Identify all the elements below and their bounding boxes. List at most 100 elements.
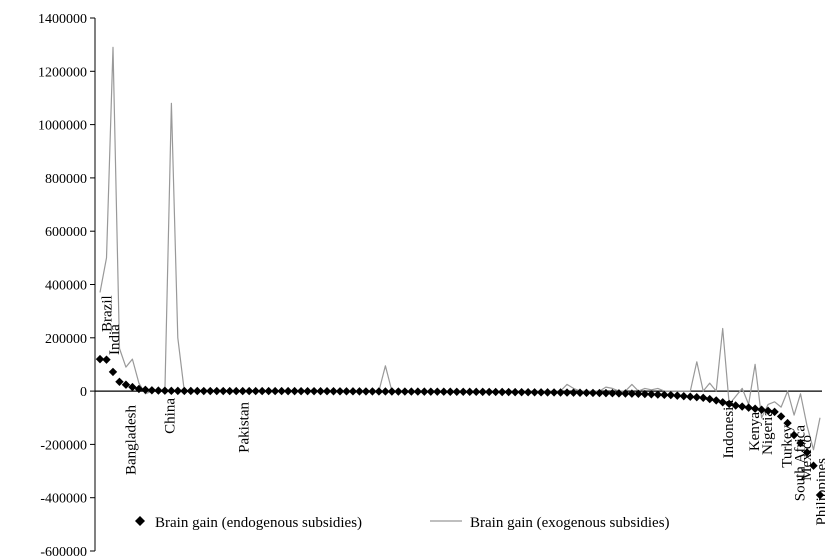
country-label: Pakistan [237,402,253,453]
endogenous-point [108,367,118,377]
endogenous-point [744,403,753,412]
endogenous-point [303,386,312,396]
endogenous-point [186,386,196,396]
endogenous-point [167,386,176,396]
country-label: Philippines [814,458,825,526]
endogenous-point [374,387,384,396]
endogenous-series [95,354,825,500]
endogenous-point [212,386,221,396]
country-label: Indonesia [721,400,737,459]
endogenous-point [660,390,669,400]
endogenous-point [472,387,481,397]
endogenous-point [523,388,533,397]
endogenous-point [517,387,526,397]
endogenous-point [673,391,682,400]
endogenous-point [549,388,559,397]
y-tick-label: 1000000 [38,119,87,134]
endogenous-point [329,387,338,396]
country-label: China [162,398,178,434]
endogenous-point [290,386,299,396]
endogenous-point [199,386,208,396]
endogenous-point [264,386,273,396]
endogenous-point [504,387,513,397]
endogenous-point [653,390,663,399]
endogenous-point [543,388,552,397]
endogenous-point [413,387,423,396]
endogenous-point [381,387,390,396]
endogenous-point [582,388,591,398]
endogenous-point [361,387,371,396]
endogenous-point [647,390,656,399]
endogenous-point [718,398,727,407]
y-tick-label: 200000 [45,332,87,347]
legend: Brain gain (endogenous subsidies) Brain … [135,515,670,531]
endogenous-point [757,405,766,414]
y-tick-label: 400000 [45,279,87,294]
endogenous-point [115,377,124,386]
endogenous-point [433,387,442,396]
endogenous-point [193,386,202,396]
endogenous-point [705,394,714,404]
endogenous-point [614,389,624,398]
endogenous-point [478,387,487,397]
legend-label-endogenous: Brain gain (endogenous subsidies) [155,515,362,531]
endogenous-point [724,399,734,409]
endogenous-point [309,386,319,396]
endogenous-point [400,387,410,396]
endogenous-point [750,404,760,413]
legend-label-exogenous: Brain gain (exogenous subsidies) [470,515,670,531]
endogenous-point [601,388,611,398]
endogenous-point [666,390,676,400]
endogenous-point [225,386,234,396]
endogenous-point [575,388,585,397]
endogenous-point [407,387,416,396]
endogenous-point [595,388,604,398]
legend-marker-endogenous [135,516,145,526]
endogenous-point [154,386,163,395]
y-tick-label: 1200000 [38,65,87,80]
endogenous-point [809,461,818,470]
endogenous-point [316,387,325,396]
endogenous-point [562,388,572,397]
country-label: India [107,324,123,355]
endogenous-point [160,386,170,395]
country-label: Kenya [747,412,763,451]
endogenous-point [206,386,215,396]
endogenous-point [257,386,267,396]
endogenous-point [497,387,507,397]
endogenous-point [322,387,332,396]
endogenous-point [679,391,688,401]
endogenous-point [510,387,520,397]
endogenous-point [355,387,364,396]
country-label: Brazil [100,295,116,332]
endogenous-point [536,388,546,397]
endogenous-point [731,401,740,410]
y-tick-label: -200000 [40,438,87,453]
endogenous-point [588,388,598,398]
endogenous-point [569,388,578,397]
endogenous-point [219,386,228,396]
endogenous-point [368,387,377,396]
endogenous-point [737,402,747,411]
endogenous-point [121,380,131,389]
endogenous-point [283,386,293,396]
endogenous-point [783,418,792,428]
endogenous-point [296,386,306,396]
endogenous-point [251,386,260,396]
endogenous-point [141,385,150,394]
endogenous-point [277,386,286,396]
endogenous-point [173,386,183,396]
country-label: Bangladesh [123,405,139,475]
endogenous-point [770,407,779,417]
endogenous-point [394,387,403,396]
endogenous-point [634,389,643,398]
endogenous-point [712,396,721,405]
endogenous-point [776,412,786,421]
endogenous-point [802,448,812,457]
endogenous-point [815,490,825,500]
endogenous-point [627,389,637,398]
endogenous-point [270,386,280,396]
endogenous-point [763,406,773,416]
